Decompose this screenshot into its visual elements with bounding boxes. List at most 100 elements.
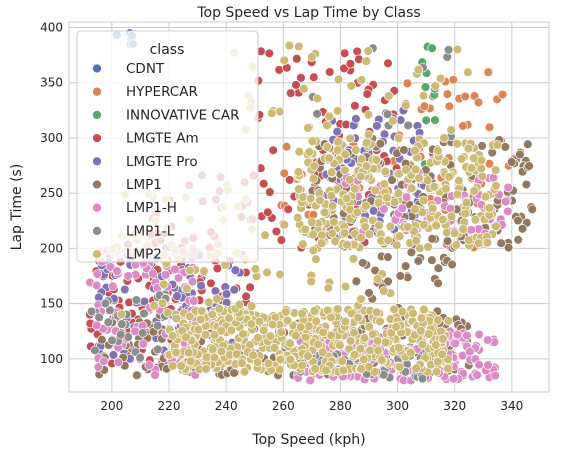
data-point bbox=[303, 123, 313, 133]
data-point bbox=[477, 141, 487, 151]
data-point bbox=[373, 274, 383, 284]
data-point bbox=[291, 330, 301, 341]
data-point bbox=[427, 234, 437, 244]
data-point bbox=[157, 298, 168, 309]
data-point bbox=[276, 235, 287, 245]
data-point bbox=[321, 365, 331, 376]
legend-marker bbox=[92, 133, 102, 143]
data-point bbox=[307, 217, 317, 227]
data-point bbox=[433, 146, 443, 156]
data-point bbox=[284, 40, 295, 51]
y-tick-label: 150 bbox=[40, 297, 63, 311]
data-point bbox=[338, 365, 348, 376]
data-point bbox=[375, 138, 386, 149]
data-point bbox=[371, 155, 382, 165]
data-point bbox=[333, 137, 343, 147]
data-point bbox=[521, 179, 532, 190]
data-point bbox=[245, 282, 255, 293]
data-point bbox=[361, 56, 372, 66]
data-point bbox=[97, 334, 107, 345]
data-point bbox=[103, 317, 114, 328]
data-point bbox=[308, 229, 318, 240]
data-point bbox=[135, 353, 145, 363]
data-point bbox=[185, 356, 196, 367]
data-point bbox=[171, 347, 181, 358]
data-point bbox=[435, 73, 446, 84]
data-point bbox=[112, 266, 122, 276]
data-point bbox=[446, 125, 456, 135]
data-point bbox=[363, 46, 373, 56]
data-point bbox=[293, 167, 304, 177]
data-point bbox=[408, 308, 418, 319]
data-point bbox=[500, 196, 511, 207]
legend-marker bbox=[92, 63, 102, 74]
data-point bbox=[413, 256, 424, 266]
data-point bbox=[312, 93, 323, 104]
legend-label: CDNT bbox=[126, 61, 165, 77]
data-point bbox=[411, 363, 421, 373]
data-point bbox=[248, 350, 258, 360]
data-point bbox=[346, 81, 357, 91]
data-point bbox=[463, 143, 474, 154]
data-point bbox=[171, 313, 182, 324]
data-point bbox=[168, 361, 178, 371]
data-point bbox=[267, 319, 278, 330]
data-point bbox=[361, 201, 371, 211]
data-point bbox=[466, 225, 476, 235]
data-point bbox=[373, 198, 384, 208]
data-point bbox=[345, 59, 356, 69]
data-point bbox=[329, 217, 339, 227]
data-point bbox=[339, 228, 350, 238]
data-point bbox=[430, 115, 440, 125]
data-point bbox=[515, 149, 525, 160]
data-point bbox=[445, 203, 456, 214]
data-point bbox=[382, 192, 392, 203]
data-point bbox=[115, 329, 126, 340]
data-point bbox=[196, 281, 206, 291]
data-point bbox=[335, 340, 345, 350]
data-point bbox=[326, 167, 337, 177]
data-point bbox=[326, 191, 337, 201]
data-point bbox=[310, 364, 320, 374]
data-point bbox=[443, 45, 454, 55]
data-point bbox=[300, 224, 310, 235]
data-point bbox=[230, 265, 241, 275]
data-point bbox=[292, 212, 303, 223]
data-point bbox=[401, 165, 411, 175]
data-point bbox=[229, 284, 240, 295]
data-point bbox=[355, 343, 366, 354]
data-point bbox=[497, 89, 508, 100]
data-point bbox=[239, 367, 250, 377]
data-point bbox=[148, 268, 158, 279]
data-point bbox=[428, 203, 438, 214]
data-point bbox=[356, 75, 367, 85]
data-point bbox=[269, 343, 280, 353]
data-point bbox=[92, 269, 103, 279]
data-point bbox=[172, 291, 182, 301]
data-point bbox=[500, 142, 511, 152]
data-point bbox=[416, 313, 427, 323]
data-point bbox=[351, 145, 361, 155]
data-point bbox=[340, 316, 351, 327]
x-axis-label: Top Speed (kph) bbox=[251, 432, 365, 448]
data-point bbox=[441, 184, 451, 194]
data-point bbox=[330, 236, 340, 247]
data-point bbox=[401, 100, 411, 111]
data-point bbox=[365, 345, 375, 356]
data-point bbox=[108, 350, 119, 360]
legend-marker bbox=[92, 202, 102, 213]
data-point bbox=[422, 175, 433, 185]
data-point bbox=[332, 126, 342, 137]
data-point bbox=[351, 276, 362, 287]
data-point bbox=[456, 154, 467, 164]
data-point bbox=[294, 146, 305, 157]
data-point bbox=[400, 261, 411, 271]
data-point bbox=[443, 316, 454, 326]
data-point bbox=[285, 88, 296, 98]
data-point bbox=[418, 90, 429, 101]
data-point bbox=[342, 240, 352, 250]
data-point bbox=[355, 171, 366, 182]
data-point bbox=[368, 329, 378, 340]
data-point bbox=[490, 370, 500, 381]
